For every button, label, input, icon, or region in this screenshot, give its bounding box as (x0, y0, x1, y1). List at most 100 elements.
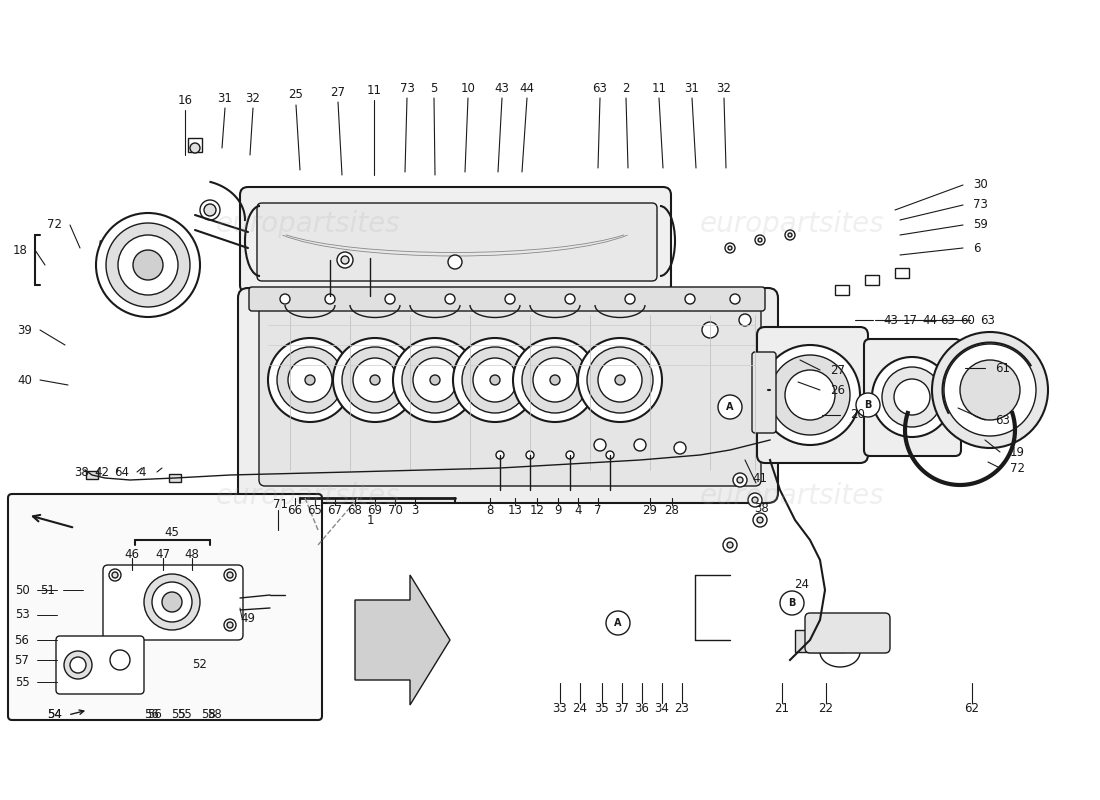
FancyBboxPatch shape (8, 494, 322, 720)
Text: 5: 5 (430, 82, 438, 94)
Circle shape (674, 442, 686, 454)
Circle shape (453, 338, 537, 422)
Text: 61: 61 (996, 362, 1010, 374)
Text: 23: 23 (674, 702, 690, 714)
Text: 7: 7 (594, 503, 602, 517)
Circle shape (882, 367, 942, 427)
Text: 11: 11 (366, 83, 382, 97)
Text: 9: 9 (554, 503, 562, 517)
Circle shape (702, 322, 718, 338)
Bar (835, 285, 849, 295)
Circle shape (446, 294, 455, 304)
Circle shape (288, 358, 332, 402)
Circle shape (788, 233, 792, 237)
Circle shape (534, 358, 578, 402)
Circle shape (615, 375, 625, 385)
Circle shape (758, 238, 762, 242)
Bar (169, 474, 182, 482)
Circle shape (370, 375, 379, 385)
Text: 36: 36 (635, 702, 649, 714)
Circle shape (785, 230, 795, 240)
Circle shape (110, 650, 130, 670)
Circle shape (333, 338, 417, 422)
Bar (188, 138, 202, 152)
Text: 30: 30 (974, 178, 988, 191)
Circle shape (739, 314, 751, 326)
Circle shape (526, 451, 534, 459)
Text: 12: 12 (529, 503, 544, 517)
Text: 63: 63 (996, 414, 1010, 426)
Text: europartsites: europartsites (216, 482, 400, 510)
Text: 58: 58 (208, 709, 222, 722)
Circle shape (780, 591, 804, 615)
Circle shape (448, 255, 462, 269)
Text: 11: 11 (651, 82, 667, 94)
Circle shape (70, 657, 86, 673)
FancyBboxPatch shape (249, 287, 764, 311)
Text: 66: 66 (287, 503, 303, 517)
Text: 18: 18 (12, 243, 28, 257)
Text: 55: 55 (170, 709, 186, 722)
Text: B: B (789, 598, 795, 608)
Text: 17: 17 (903, 314, 918, 326)
Text: 43: 43 (883, 314, 898, 326)
Text: 62: 62 (965, 702, 979, 714)
Circle shape (625, 294, 635, 304)
Text: 25: 25 (288, 89, 304, 102)
Text: 13: 13 (507, 503, 522, 517)
Text: 6: 6 (974, 242, 980, 254)
Circle shape (353, 358, 397, 402)
Circle shape (748, 493, 762, 507)
Circle shape (200, 200, 220, 220)
Text: 24: 24 (794, 578, 810, 591)
Circle shape (960, 360, 1020, 420)
Text: 44: 44 (519, 82, 535, 94)
Circle shape (133, 250, 163, 280)
Text: europartsites: europartsites (216, 210, 400, 238)
Circle shape (785, 370, 835, 420)
Circle shape (727, 542, 733, 548)
Circle shape (728, 246, 732, 250)
Text: 72: 72 (1010, 462, 1025, 474)
Text: 55: 55 (177, 709, 192, 722)
Text: 32: 32 (716, 82, 732, 94)
Circle shape (944, 344, 1036, 436)
Circle shape (505, 294, 515, 304)
Circle shape (496, 451, 504, 459)
Text: 72: 72 (47, 218, 63, 231)
Circle shape (342, 347, 408, 413)
Circle shape (412, 358, 456, 402)
Text: 73: 73 (974, 198, 988, 211)
Text: 38: 38 (755, 502, 769, 514)
Circle shape (598, 358, 642, 402)
Text: 42: 42 (95, 466, 110, 478)
Circle shape (64, 651, 92, 679)
Circle shape (587, 347, 653, 413)
Circle shape (755, 235, 764, 245)
FancyBboxPatch shape (757, 327, 868, 463)
Text: 45: 45 (165, 526, 179, 539)
Text: 33: 33 (552, 702, 568, 714)
Text: 31: 31 (218, 91, 232, 105)
Bar (86, 471, 98, 479)
Circle shape (578, 338, 662, 422)
Circle shape (856, 393, 880, 417)
Text: 34: 34 (654, 702, 670, 714)
Circle shape (594, 439, 606, 451)
Text: 69: 69 (367, 503, 383, 517)
Circle shape (522, 347, 588, 413)
Circle shape (385, 294, 395, 304)
Text: 35: 35 (595, 702, 609, 714)
Text: 52: 52 (192, 658, 208, 671)
Circle shape (462, 347, 528, 413)
Text: 55: 55 (14, 675, 30, 689)
Text: 65: 65 (308, 503, 322, 517)
Circle shape (606, 611, 630, 635)
Circle shape (106, 223, 190, 307)
Text: 10: 10 (461, 82, 475, 94)
Circle shape (109, 569, 121, 581)
FancyBboxPatch shape (805, 613, 890, 653)
Circle shape (725, 243, 735, 253)
Text: 63: 63 (940, 314, 955, 326)
FancyBboxPatch shape (258, 306, 761, 486)
